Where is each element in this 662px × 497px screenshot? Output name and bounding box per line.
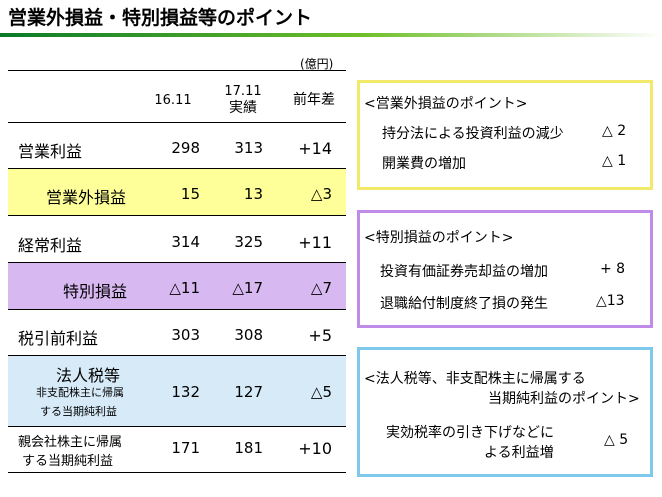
row-label-net-income-2: する当期純利益 [22, 454, 114, 469]
header-col-diff: 前年差 [293, 92, 335, 108]
box-item-value: + 8 [600, 261, 626, 277]
box-title-line2: 当期純利益のポイント> [488, 391, 640, 407]
row-value-16-11: 298 [171, 139, 200, 157]
box-item-value: △ 2 [602, 123, 627, 139]
unit-label: (億円) [300, 57, 334, 71]
row-label-income-taxes: 法人税等 [56, 366, 121, 385]
row-label-ordinary-income: 経常利益 [18, 236, 83, 255]
box-item-value: △ 1 [602, 153, 627, 169]
box-item-value: △13 [596, 293, 625, 309]
row-value-diff: △5 [310, 383, 332, 401]
row-value-17-11: 313 [234, 139, 263, 157]
row-value-16-11: 132 [171, 383, 200, 401]
row-label-non-operating: 営業外損益 [46, 188, 127, 207]
box-item-text-line2: よる利益増 [484, 445, 554, 461]
row-value-16-11: 171 [171, 439, 200, 457]
highlight-band-blue [8, 356, 346, 426]
title-underline [0, 33, 662, 37]
box-title: <営業外損益のポイント> [364, 96, 528, 112]
row-value-diff: +10 [298, 439, 332, 458]
row-value-17-11: 181 [234, 439, 263, 457]
tax-points-box: <法人税等、非支配株主に帰属する 当期純利益のポイント> 実効税率の引き下げなど… [357, 347, 653, 477]
box-item-text: 投資有価証券売却益の増加 [380, 264, 548, 280]
box-item-text: 退職給付制度終了損の発生 [380, 296, 548, 312]
box-item-text: 持分法による投資利益の減少 [382, 126, 564, 142]
header-col-16-11: 16.11 [154, 93, 192, 108]
header-col-17-11-line1: 17.11 [224, 84, 262, 99]
box-item-text: 開業費の増加 [382, 156, 466, 172]
header-col-17-11-line2: 実績 [229, 100, 257, 116]
highlight-band-purple [8, 263, 346, 309]
row-value-17-11: 308 [234, 326, 263, 344]
row-label-net-income-1: 親会社株主に帰属 [18, 435, 123, 450]
box-title: <特別損益のポイント> [364, 230, 514, 246]
row-value-16-11: △11 [169, 279, 200, 297]
row-value-16-11: 303 [171, 326, 200, 344]
row-value-diff: △7 [310, 279, 332, 297]
row-value-16-11: 314 [171, 233, 200, 251]
row-value-17-11: 325 [234, 233, 263, 251]
row-value-diff: +11 [298, 233, 332, 252]
box-item-value: △ 5 [604, 432, 629, 448]
row-value-16-11: 15 [180, 185, 200, 203]
row-value-diff: △3 [310, 185, 332, 203]
row-sublabel-noncontrolling-2: する当期純利益 [40, 405, 117, 418]
row-value-17-11: 127 [234, 383, 263, 401]
box-title-line1: <法人税等、非支配株主に帰属する [364, 371, 586, 387]
non-operating-points-box: <営業外損益のポイント> 持分法による投資利益の減少 △ 2 開業費の増加 △ … [357, 80, 653, 190]
page-title: 営業外損益・特別損益等のポイント [8, 7, 313, 29]
row-sublabel-noncontrolling-1: 非支配株主に帰属 [36, 386, 124, 399]
row-label-operating-income: 営業利益 [18, 142, 83, 161]
row-value-17-11: 13 [243, 185, 263, 203]
row-value-diff: +5 [308, 326, 332, 345]
row-value-diff: +14 [298, 139, 332, 158]
row-value-17-11: △17 [232, 279, 263, 297]
extraordinary-points-box: <特別損益のポイント> 投資有価証券売却益の増加 + 8 退職給付制度終了損の発… [357, 210, 653, 328]
box-item-text-line1: 実効税率の引き下げなどに [386, 425, 554, 441]
highlight-band-yellow [8, 169, 346, 215]
row-label-pretax-income: 税引前利益 [18, 329, 99, 348]
row-label-extraordinary: 特別損益 [63, 282, 128, 301]
